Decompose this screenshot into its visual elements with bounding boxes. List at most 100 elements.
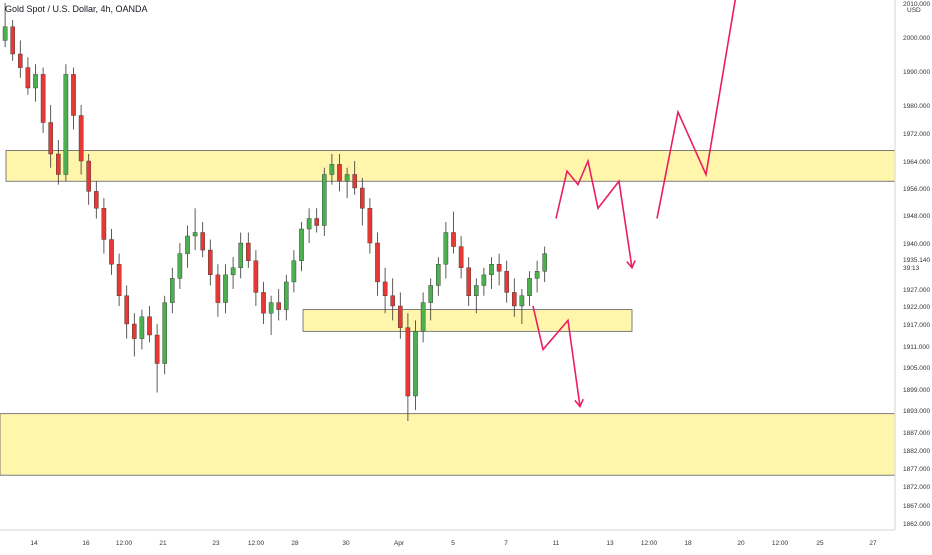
- arrows-layer: [532, 0, 737, 409]
- candle-body-up: [413, 331, 418, 397]
- y-tick-label: 1887.000: [903, 430, 930, 437]
- candle: [177, 243, 183, 289]
- candle-body-down: [131, 323, 137, 339]
- candle-body-up: [139, 316, 145, 339]
- candle: [10, 20, 16, 61]
- candle: [458, 236, 464, 279]
- y-tick-label: 1882.000: [903, 448, 930, 455]
- candle-body-down: [314, 218, 320, 226]
- x-tick-label: 21: [159, 540, 167, 547]
- x-tick-label: 7: [504, 540, 508, 547]
- candle-body-down: [71, 74, 76, 116]
- candle: [451, 211, 456, 254]
- candle-body-up: [238, 242, 244, 268]
- y-tick-label: 1964.000: [903, 159, 930, 166]
- candle-body-down: [78, 115, 84, 162]
- candle-body-up: [481, 274, 487, 286]
- chart-title: Gold Spot / U.S. Dollar, 4h, OANDA: [5, 4, 148, 14]
- candle-body-up: [436, 264, 441, 286]
- middle-path-arrow: [532, 305, 581, 407]
- candle: [496, 253, 502, 286]
- candle: [519, 289, 525, 324]
- candle: [504, 260, 510, 303]
- candle-body-up: [63, 74, 69, 175]
- candle-body-down: [276, 302, 282, 310]
- candle-body-down: [458, 246, 464, 268]
- x-tick-label: 13: [606, 540, 614, 547]
- y-tick-label: 1990.000: [903, 69, 930, 76]
- x-tick-label: 14: [30, 540, 38, 547]
- candle: [329, 154, 335, 185]
- currency-label: USD: [907, 7, 921, 14]
- arrowhead: [574, 398, 584, 409]
- y-tick-label: 1877.000: [903, 466, 930, 473]
- candle: [352, 161, 358, 195]
- candle: [78, 105, 84, 175]
- candle: [207, 239, 213, 286]
- x-tick-label: 11: [553, 540, 560, 547]
- candle: [2, 3, 8, 48]
- x-tick-label: 18: [684, 540, 692, 547]
- candle: [261, 281, 266, 324]
- candle: [162, 295, 168, 375]
- candles-layer: [2, 3, 547, 421]
- candle: [71, 67, 76, 130]
- candle-body-down: [48, 122, 53, 155]
- candle-body-down: [245, 242, 251, 261]
- y-tick-label: 1872.000: [903, 484, 930, 491]
- candle: [367, 198, 373, 254]
- y-tick-label: 2010.000: [903, 1, 930, 8]
- candle: [245, 232, 251, 268]
- price-tag-bg: [896, 254, 932, 273]
- zones-layer: [0, 150, 896, 476]
- candle-body-up: [428, 285, 434, 303]
- x-tick-label: 20: [737, 540, 745, 547]
- candle: [131, 313, 137, 357]
- candle: [238, 232, 244, 279]
- x-tick-label: 12:00: [641, 540, 658, 547]
- candle-body-down: [207, 249, 213, 276]
- candle-body-up: [230, 267, 236, 276]
- x-tick-label: 5: [451, 540, 455, 547]
- candle: [466, 257, 472, 306]
- y-tick-label: 1899.000: [903, 387, 930, 394]
- candle-body-up: [169, 278, 175, 303]
- candle-body-down: [215, 274, 221, 303]
- candle-body-down: [147, 316, 152, 336]
- candle: [56, 140, 61, 185]
- candle-body-up: [329, 164, 335, 175]
- x-tick-label: 25: [816, 540, 824, 547]
- candle: [375, 232, 380, 296]
- candle: [200, 222, 206, 258]
- candle: [33, 64, 38, 102]
- candle-body-down: [40, 74, 46, 123]
- candle: [253, 250, 259, 306]
- candle: [360, 177, 365, 226]
- candle: [306, 208, 312, 243]
- candle-body-down: [56, 153, 61, 175]
- candle-body-up: [299, 228, 304, 261]
- candle: [93, 181, 99, 219]
- candle-body-up: [519, 295, 525, 307]
- candle-body-down: [466, 267, 472, 296]
- candle: [63, 64, 69, 182]
- x-tick-label: 12:00: [248, 540, 265, 547]
- candle: [40, 67, 46, 133]
- y-tick-label: 1948.000: [903, 213, 930, 220]
- candle: [18, 40, 23, 78]
- y-tick-label: 1972.000: [903, 131, 930, 138]
- candle: [390, 278, 396, 321]
- candle: [154, 324, 160, 393]
- candle-body-down: [352, 174, 358, 189]
- candle: [284, 274, 289, 321]
- y-tick-label: 1893.000: [903, 408, 930, 415]
- y-tick-label: 1922.000: [903, 304, 930, 311]
- candle: [344, 167, 350, 199]
- candle: [322, 167, 327, 236]
- arrowhead: [626, 260, 636, 270]
- countdown-label: 39:13: [903, 265, 920, 272]
- candle-body-up: [223, 274, 228, 303]
- candle: [436, 257, 441, 296]
- candle-body-up: [177, 253, 183, 279]
- y-axis: 2000.000 1990.000 1980.000 1972.000 1964.000…: [894, 0, 930, 530]
